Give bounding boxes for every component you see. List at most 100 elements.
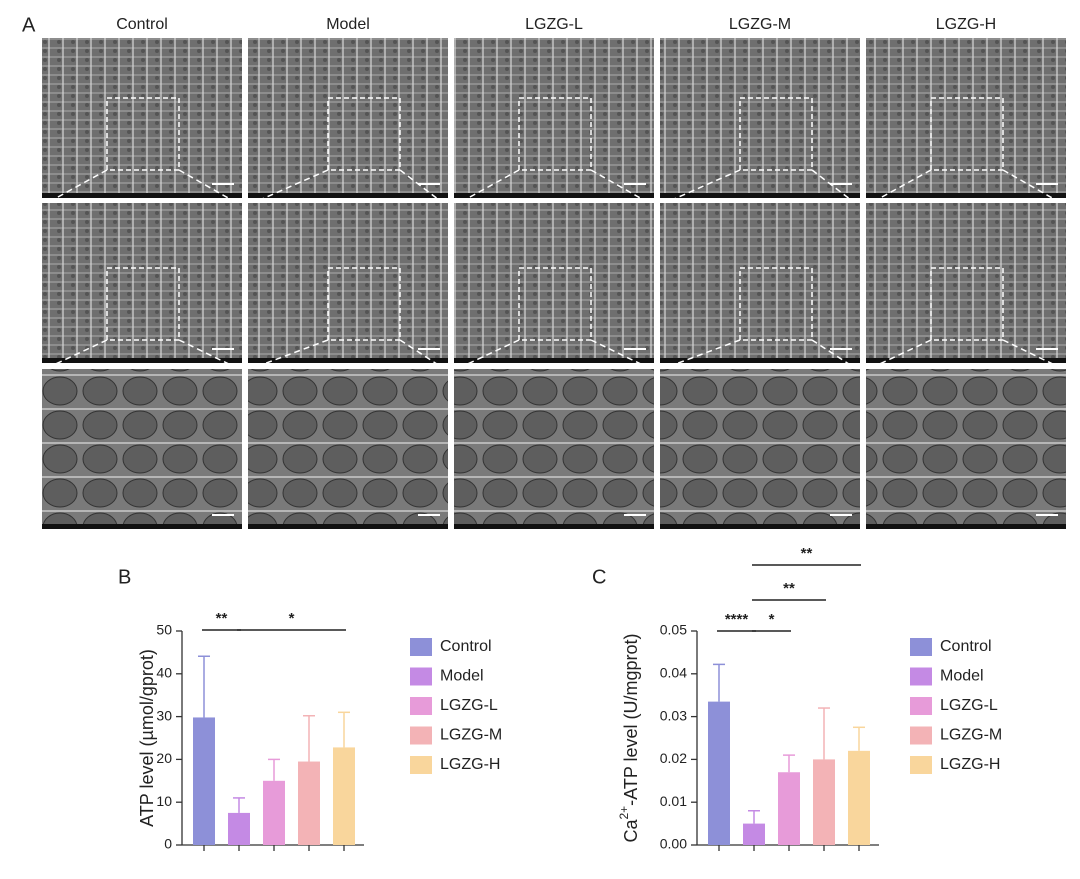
zoom-guide [46,339,108,369]
y-tick-label: 20 [156,750,172,766]
zoom-guide [1002,339,1062,369]
zoom-guide [399,169,444,204]
scale-strip [660,524,860,529]
legend-swatch [910,667,932,686]
scale-strip [248,193,448,198]
bar [263,780,285,845]
legend-label: Control [940,638,992,655]
panel-label: A [22,14,36,36]
micrograph [660,38,860,198]
scale-strip [660,193,860,198]
y-tick-label: 30 [156,707,172,723]
y-label-part: -ATP level (U/mgprot) [621,633,641,805]
micrograph [866,38,1066,198]
bar [848,750,870,845]
scale-strip [454,358,654,363]
legend-label: LGZG-L [940,697,998,714]
micrograph [866,203,1066,363]
scale-strip [248,524,448,529]
micrograph [866,369,1066,529]
significance-mark: ** [216,610,228,627]
zoom-guide [811,339,856,369]
micrograph [660,203,860,363]
bar [778,772,800,845]
scale-strip [248,358,448,363]
zoom-guide [178,339,238,369]
bar [298,761,320,845]
bar [228,812,250,845]
zoom-guide [458,339,520,369]
legend-swatch [410,697,432,715]
legend-label: Model [440,668,484,685]
zoom-guide [870,169,932,204]
panel-label: C [592,566,606,588]
micrograph [248,369,448,529]
y-tick-label: 0 [164,836,172,852]
legend-swatch [410,667,432,686]
legend-label: LGZG-L [440,697,498,714]
bar [743,823,765,845]
zoom-guide [664,339,741,369]
y-tick-label: 0.05 [660,622,687,638]
bar [333,747,355,845]
zoom-guide [590,339,650,369]
y-label-sup: 2+ [617,806,631,820]
zoom-box [518,97,592,171]
scale-strip [454,524,654,529]
legend-label: LGZG-M [440,727,502,744]
zoom-guide [664,169,741,204]
zoom-box [327,267,401,341]
column-header: Model [326,16,370,33]
zoom-guide [399,339,444,369]
legend-swatch [910,726,932,745]
y-label-part: Ca [621,819,641,843]
y-axis-label: ATP level (µmol/gprot) [137,649,157,827]
y-tick-label: 10 [156,793,172,809]
y-tick-label: 0.01 [660,793,687,809]
micrograph [42,203,242,363]
zoom-guide [46,169,108,204]
bar [813,759,835,845]
zoom-box [106,97,180,171]
zoom-box [930,97,1004,171]
y-tick-label: 50 [156,622,172,638]
micrograph [248,203,448,363]
legend-label: LGZG-M [940,727,1002,744]
scale-strip [42,358,242,363]
y-axis-label: Ca2+-ATP level (U/mgprot) [617,633,641,842]
bar [708,701,730,845]
micrograph [660,369,860,529]
legend-label: LGZG-H [440,756,500,773]
scale-strip [42,524,242,529]
zoom-box [930,267,1004,341]
zoom-box [106,267,180,341]
y-tick-label: 0.03 [660,707,687,723]
zoom-guide [870,339,932,369]
scale-strip [454,193,654,198]
zoom-guide [252,169,329,204]
micrograph [454,38,654,198]
legend-label: LGZG-H [940,756,1000,773]
column-header: Control [116,16,168,33]
zoom-guide [1002,169,1062,204]
micrograph [248,38,448,198]
legend-label: Control [440,638,492,655]
legend-swatch [410,756,432,774]
scale-strip [42,193,242,198]
legend-swatch [410,726,432,745]
legend-swatch [910,697,932,715]
legend-label: Model [940,668,984,685]
y-tick-label: 0.02 [660,750,687,766]
micrograph [42,369,242,529]
zoom-guide [252,339,329,369]
y-tick-label: 0.04 [660,665,687,681]
column-header: LGZG-M [729,16,791,33]
zoom-box [739,97,813,171]
legend-swatch [410,638,432,656]
column-header: LGZG-L [525,16,583,33]
zoom-box [327,97,401,171]
scale-strip [660,358,860,363]
significance-mark: ** [783,580,795,597]
legend-swatch [910,756,932,774]
